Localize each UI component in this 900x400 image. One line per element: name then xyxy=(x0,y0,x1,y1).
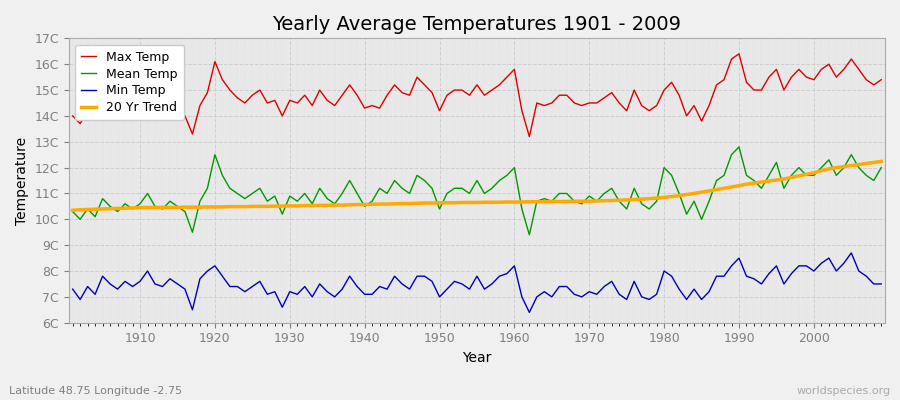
Line: 20 Yr Trend: 20 Yr Trend xyxy=(73,161,881,210)
Mean Temp xyxy=(607,186,617,191)
Max Temp xyxy=(876,77,886,82)
Min Temp xyxy=(846,250,857,255)
Min Temp xyxy=(607,279,617,284)
Mean Temp xyxy=(524,232,535,237)
Min Temp xyxy=(337,287,347,292)
Mean Temp xyxy=(501,173,512,178)
Text: worldspecies.org: worldspecies.org xyxy=(796,386,891,396)
Line: Min Temp: Min Temp xyxy=(73,253,881,312)
20 Yr Trend xyxy=(292,204,302,208)
Max Temp xyxy=(501,75,512,80)
Text: Latitude 48.75 Longitude -2.75: Latitude 48.75 Longitude -2.75 xyxy=(9,386,182,396)
Max Temp xyxy=(127,108,138,113)
Legend: Max Temp, Mean Temp, Min Temp, 20 Yr Trend: Max Temp, Mean Temp, Min Temp, 20 Yr Tre… xyxy=(76,44,184,120)
Mean Temp xyxy=(292,199,302,204)
X-axis label: Year: Year xyxy=(463,351,491,365)
Min Temp xyxy=(292,292,302,297)
20 Yr Trend xyxy=(876,159,886,164)
20 Yr Trend xyxy=(501,200,512,204)
Min Temp xyxy=(501,271,512,276)
Min Temp xyxy=(876,282,886,286)
Mean Temp xyxy=(337,191,347,196)
Mean Temp xyxy=(68,209,78,214)
20 Yr Trend xyxy=(68,208,78,213)
Min Temp xyxy=(127,284,138,289)
Line: Mean Temp: Mean Temp xyxy=(73,147,881,235)
Max Temp xyxy=(292,100,302,105)
Max Temp xyxy=(68,114,78,118)
Mean Temp xyxy=(734,144,744,149)
20 Yr Trend xyxy=(509,200,520,204)
20 Yr Trend xyxy=(598,198,609,203)
Mean Temp xyxy=(876,165,886,170)
Max Temp xyxy=(509,67,520,72)
Mean Temp xyxy=(127,206,138,211)
20 Yr Trend xyxy=(337,203,347,208)
20 Yr Trend xyxy=(127,206,138,210)
Line: Max Temp: Max Temp xyxy=(73,54,881,136)
Min Temp xyxy=(509,264,520,268)
Mean Temp xyxy=(509,165,520,170)
Max Temp xyxy=(337,93,347,98)
Y-axis label: Temperature: Temperature xyxy=(15,136,29,224)
Max Temp xyxy=(524,134,535,139)
Max Temp xyxy=(607,90,617,95)
Min Temp xyxy=(68,287,78,292)
Min Temp xyxy=(524,310,535,315)
Max Temp xyxy=(734,52,744,56)
Title: Yearly Average Temperatures 1901 - 2009: Yearly Average Temperatures 1901 - 2009 xyxy=(273,15,681,34)
